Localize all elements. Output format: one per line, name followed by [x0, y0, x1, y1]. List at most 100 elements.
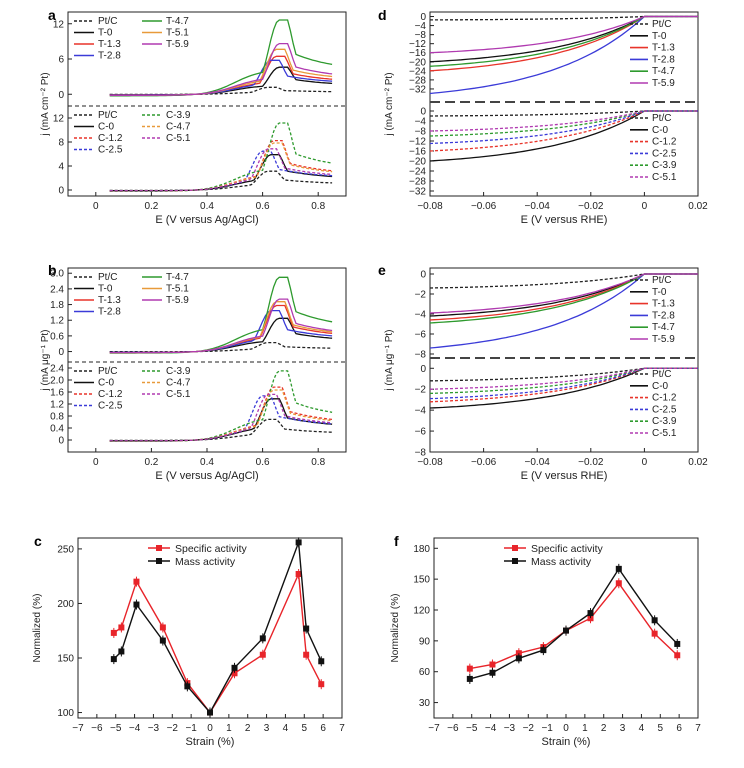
panel-f-ytick-label: 150 — [413, 575, 430, 586]
legend-label: T-2.8 — [98, 307, 121, 318]
panel-f-xtick-label: −5 — [466, 723, 478, 734]
legend-label: C-3.9 — [166, 366, 191, 377]
legend-marker — [512, 558, 518, 564]
panel-b-bottom-ytick-label: 0 — [58, 436, 64, 447]
legend-label: C-2.5 — [652, 148, 677, 159]
panel-e-xtick-label: −0.08 — [417, 457, 443, 468]
legend-label: Pt/C — [98, 16, 117, 27]
panel-f-xtick-label: 1 — [582, 723, 588, 734]
legend-label: Mass activity — [175, 556, 236, 568]
legend-label: C-0 — [98, 122, 115, 133]
curve-t-5-9 — [109, 42, 333, 96]
y-axis-label: j (mA μg⁻¹ Pt) — [384, 329, 395, 391]
panel-f-xtick-label: −1 — [541, 723, 553, 734]
legend-marker — [156, 545, 162, 551]
panel-c-ytick-label: 200 — [57, 599, 74, 610]
y-axis-label: j (mA cm⁻² Pt) — [40, 72, 51, 136]
panel-d-xtick-label: −0.06 — [471, 201, 497, 212]
legend-label: C-0 — [652, 381, 669, 392]
curve-t-5-9 — [109, 298, 333, 354]
data-point-mass — [563, 627, 569, 634]
curve-t-4-7 — [109, 19, 333, 97]
panel-e-top-ytick-label: 0 — [420, 270, 426, 281]
panel-d-bottom-ytick-label: −28 — [409, 177, 426, 188]
panel-c-xtick-label: −5 — [110, 723, 122, 734]
panel-e-xtick-label: −0.02 — [578, 457, 604, 468]
panel-f-xtick-label: 6 — [676, 723, 682, 734]
curve-c-1-2 — [109, 139, 333, 192]
legend-label: C-2.5 — [652, 404, 677, 415]
panel-d-top-ytick-label: −28 — [409, 75, 426, 86]
legend-label: C-0 — [98, 378, 115, 389]
panel-c-xtick-label: 1 — [226, 723, 232, 734]
legend-label: C-2.5 — [98, 401, 123, 412]
panel-b-bottom-ytick-label: 1.2 — [50, 400, 64, 411]
panel-d-xtick-label: −0.04 — [525, 201, 551, 212]
data-point-specific — [651, 630, 658, 637]
data-point-mass — [295, 539, 302, 546]
panel-a-xtick-label: 0 — [93, 201, 99, 212]
data-point-mass — [133, 601, 140, 608]
panel-f-xtick-label: 2 — [601, 723, 607, 734]
legend-label: C-5.1 — [652, 428, 677, 439]
curve-c-3-9 — [429, 367, 698, 395]
x-axis-label: Strain (%) — [186, 736, 235, 748]
panel-f-xtick-label: −3 — [504, 723, 516, 734]
panel-e-top-ytick-label: −4 — [415, 310, 427, 321]
panel-f-xtick-label: −2 — [523, 723, 535, 734]
panel-e-xtick-label: −0.06 — [471, 457, 497, 468]
data-point-mass — [259, 635, 266, 642]
curve-t-5-1 — [109, 301, 333, 354]
panel-c-xtick-label: −1 — [185, 723, 197, 734]
legend-label: T-0 — [652, 31, 667, 42]
legend-label: Pt/C — [98, 272, 117, 283]
panel-a-bottom-ytick-label: 12 — [53, 114, 65, 125]
panel-a-bottom-ytick-label: 0 — [58, 186, 64, 197]
panel-b-xtick-label: 0 — [93, 457, 99, 468]
legend-label: Specific activity — [531, 543, 604, 555]
panel-f-ytick-label: 120 — [413, 606, 430, 617]
legend-label: C-3.9 — [652, 416, 677, 427]
data-point-mass — [207, 709, 213, 716]
legend-label: Pt/C — [652, 113, 671, 124]
panel-f-xtick-label: 0 — [563, 723, 569, 734]
panel-e-xtick-label: 0.02 — [688, 457, 708, 468]
data-point-mass — [674, 640, 681, 647]
data-point-mass — [615, 565, 622, 572]
panel-b-xtick-label: 0.6 — [256, 457, 270, 468]
panel-d-top-ytick-label: −8 — [415, 30, 427, 41]
data-point-mass — [540, 647, 547, 654]
panel-e-xtick-label: 0 — [642, 457, 648, 468]
legend-label: C-1.2 — [98, 389, 123, 400]
legend-label: T-1.3 — [98, 295, 121, 306]
curve-c-3-9 — [429, 110, 698, 137]
panel-b-bottom-ytick-label: 2.4 — [50, 364, 64, 375]
panel-e-top-ytick-label: −8 — [415, 350, 427, 361]
panel-a-xtick-label: 0.6 — [256, 201, 270, 212]
legend-label: T-1.3 — [652, 299, 675, 310]
data-point-specific — [615, 580, 622, 587]
panel-c-xtick-label: 0 — [207, 723, 213, 734]
panel-d-bottom-ytick-label: −12 — [409, 137, 426, 148]
legend-label: T-0 — [98, 284, 113, 295]
panel-c-xtick-label: −3 — [148, 723, 160, 734]
panel-b-top-ytick-label: 3.0 — [50, 269, 64, 280]
series-line-specific — [113, 571, 322, 714]
panel-c-xtick-label: 6 — [320, 723, 326, 734]
data-point-mass — [651, 617, 658, 624]
legend-label: Pt/C — [652, 275, 671, 286]
curve-t-2-8 — [109, 59, 333, 96]
legend-marker — [156, 558, 162, 564]
panel-c-xtick-label: 3 — [264, 723, 270, 734]
panel-e-bottom-ytick-label: −8 — [415, 448, 427, 459]
legend-label: Specific activity — [175, 543, 248, 555]
panel-f-xtick-label: −6 — [447, 723, 459, 734]
legend-marker — [512, 545, 518, 551]
panel-b-bottom-ytick-label: 1.6 — [50, 388, 64, 399]
legend-label: T-5.9 — [652, 334, 675, 345]
legend-label: T-1.3 — [98, 39, 121, 50]
legend-label: C-5.1 — [166, 389, 191, 400]
legend-label: Pt/C — [98, 366, 117, 377]
panel-d-bottom-ytick-label: 0 — [420, 107, 426, 118]
